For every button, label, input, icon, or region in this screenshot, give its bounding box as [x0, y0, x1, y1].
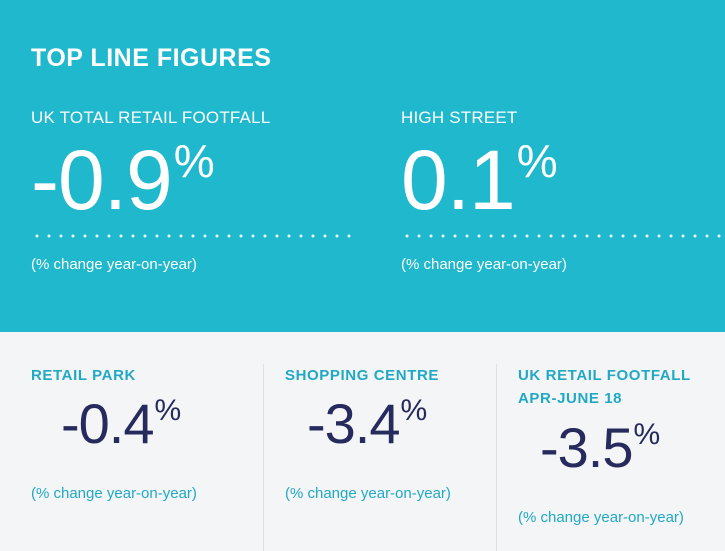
stat-label: SHOPPING CENTRE: [285, 367, 440, 384]
top-line-figures-panel: TOP LINE FIGURES UK TOTAL RETAIL FOOTFAL…: [0, 0, 725, 332]
stat-percent-sign: %: [633, 418, 661, 451]
stat-label: HIGH STREET: [401, 108, 518, 127]
stat-label: UK TOTAL RETAIL FOOTFALL: [31, 108, 271, 127]
stat-value: -3.5 %: [540, 420, 660, 476]
stat-number: -0.4: [61, 392, 154, 455]
stat-uk-total-retail-footfall: UK TOTAL RETAIL FOOTFALL -0.9 % (% chang…: [31, 106, 361, 273]
stat-value: -0.4 %: [61, 396, 181, 452]
stat-number: 0.1: [401, 133, 516, 227]
stat-note: (% change year-on-year): [31, 256, 197, 273]
stat-percent-sign: %: [400, 394, 428, 427]
stat-label: UK RETAIL FOOTFALL APR-JUNE 18: [518, 364, 691, 410]
stat-number: -0.9: [31, 133, 173, 227]
stat-note: (% change year-on-year): [31, 485, 197, 502]
stat-note: (% change year-on-year): [285, 485, 451, 502]
stat-retail-park: RETAIL PARK -0.4 % (% change year-on-yea…: [31, 332, 263, 551]
section-title: TOP LINE FIGURES: [31, 44, 272, 72]
secondary-figures-panel: RETAIL PARK -0.4 % (% change year-on-yea…: [0, 332, 725, 551]
stat-value: 0.1 %: [401, 138, 725, 238]
stat-note: (% change year-on-year): [518, 509, 684, 526]
column-divider: [496, 364, 497, 551]
dotted-divider: [31, 234, 355, 238]
stat-value: -3.4 %: [307, 396, 427, 452]
dotted-divider: [401, 234, 725, 238]
stat-label: RETAIL PARK: [31, 367, 136, 384]
stat-shopping-centre: SHOPPING CENTRE -3.4 % (% change year-on…: [285, 332, 495, 551]
stat-number: -3.4: [307, 392, 400, 455]
stat-value: -0.9 %: [31, 138, 361, 238]
stat-percent-sign: %: [173, 135, 215, 187]
column-divider: [263, 364, 264, 551]
stat-uk-retail-footfall-apr-june: UK RETAIL FOOTFALL APR-JUNE 18 -3.5 % (%…: [518, 332, 725, 551]
stat-number: -3.5: [540, 416, 633, 479]
stat-label-line2: APR-JUNE 18: [518, 390, 623, 407]
stat-high-street: HIGH STREET 0.1 % (% change year-on-year…: [401, 106, 725, 273]
stat-note: (% change year-on-year): [401, 256, 567, 273]
stat-percent-sign: %: [516, 135, 558, 187]
stat-percent-sign: %: [154, 394, 182, 427]
stat-label-line1: UK RETAIL FOOTFALL: [518, 367, 691, 384]
